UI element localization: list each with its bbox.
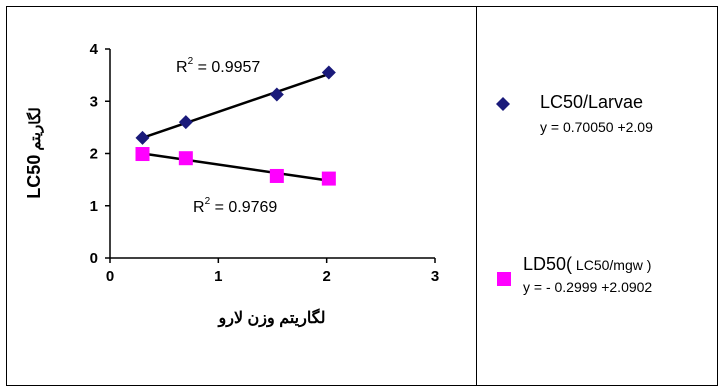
data-point-larvae: [178, 115, 193, 130]
data-point-ld50: [135, 147, 150, 162]
legend-diamond: [496, 97, 510, 111]
points: [135, 65, 336, 186]
r2-label-larvae-r: R: [176, 59, 188, 76]
y-axis-label: LC50 لگاریتم: [24, 107, 44, 198]
trendline-ld50: [142, 152, 330, 182]
r2-label-ld50-val: = 0.9769: [210, 199, 277, 216]
trendlines: [142, 72, 330, 182]
data-point-larvae: [321, 65, 336, 80]
legend-title-ld50: LD50( LC50/mgw ): [523, 254, 651, 275]
y-tick-label: 1: [90, 198, 98, 215]
legend-equation-larvae: y = 0.70050 +2.09: [540, 119, 653, 135]
data-point-ld50: [269, 168, 284, 183]
r2-label-ld50-exp: 2: [205, 196, 211, 207]
x-tick-label: 0: [106, 268, 114, 285]
legend-divider: [476, 6, 477, 386]
legend-title-ld50-sub: LC50/mgw ): [572, 257, 652, 273]
axes: [109, 49, 435, 259]
x-tick-label: 3: [431, 268, 439, 285]
legend-title-larvae: LC50/Larvae: [540, 92, 644, 112]
legend-marker-ld50: [497, 272, 511, 286]
y-tick-label: 3: [90, 93, 98, 110]
r2-label-larvae-val: = 0.9957: [193, 59, 260, 76]
x-tick-label: 2: [322, 268, 330, 285]
y-tick-label: 0: [90, 250, 98, 267]
legend-title-ld50-main: LD50(: [523, 254, 573, 274]
r2-label-ld50: R2 = 0.9769: [193, 196, 277, 216]
trendline-larvae: [142, 72, 330, 140]
y-tick-label: 2: [90, 146, 98, 163]
data-point-larvae: [135, 130, 150, 145]
r2-label-larvae: R2 = 0.9957: [176, 56, 260, 76]
x-axis-label: لگاریتم وزن لارو: [218, 308, 326, 328]
data-point-ld50: [178, 151, 193, 166]
data-point-larvae: [269, 87, 284, 102]
r2-label-larvae-exp: 2: [188, 56, 194, 67]
legend-marker-larvae: [496, 97, 510, 111]
y-tick-label: 4: [90, 41, 99, 58]
y-axis-label-sub: لگاریتم: [26, 107, 44, 150]
y-axis-label-main: LC50: [24, 155, 44, 199]
x-tick-label: 1: [214, 268, 222, 285]
ticks: 0 1 2 3 0 1 2 3 4: [90, 41, 440, 285]
r2-label-ld50-r: R: [193, 199, 205, 216]
data-point-ld50: [321, 171, 336, 186]
legend-equation-ld50: y = - 0.2999 +2.0902: [523, 279, 653, 295]
